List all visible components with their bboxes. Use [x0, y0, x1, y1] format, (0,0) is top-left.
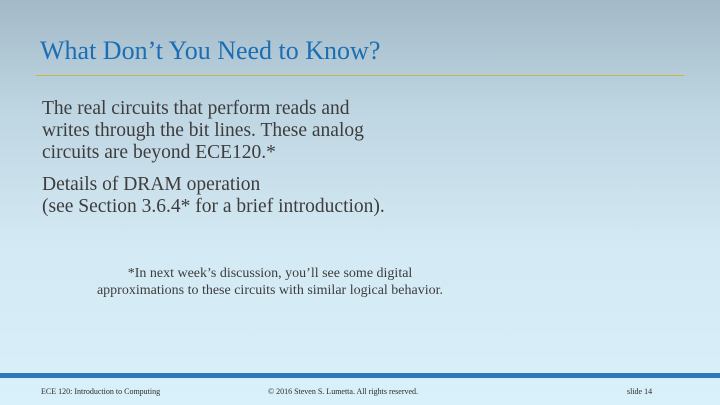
bullet-line: circuits are beyond ECE120.*: [42, 142, 682, 164]
footnote-line: *In next week’s discussion, you’ll see s…: [0, 265, 540, 282]
bullet-line: writes through the bit lines. These anal…: [42, 120, 682, 142]
footer-bar: [0, 373, 720, 378]
bullet-list: The real circuits that perform reads and…: [42, 98, 682, 228]
footnote-line: approximations to these circuits with si…: [0, 282, 540, 299]
bullet-line: (see Section 3.6.4* for a brief introduc…: [42, 196, 682, 218]
footer-copyright: © 2016 Steven S. Lumetta. All rights res…: [268, 387, 418, 396]
title-divider: [36, 75, 684, 76]
slide-title: What Don’t You Need to Know?: [40, 36, 380, 66]
bullet-item: The real circuits that perform reads and…: [42, 98, 682, 164]
bullet-item: Details of DRAM operation (see Section 3…: [42, 174, 682, 218]
bullet-line: Details of DRAM operation: [42, 174, 682, 196]
footer-slide-number: slide 14: [627, 387, 652, 396]
footnote: *In next week’s discussion, you’ll see s…: [0, 265, 540, 299]
bullet-line: The real circuits that perform reads and: [42, 98, 682, 120]
footer-course: ECE 120: Introduction to Computing: [41, 387, 160, 396]
